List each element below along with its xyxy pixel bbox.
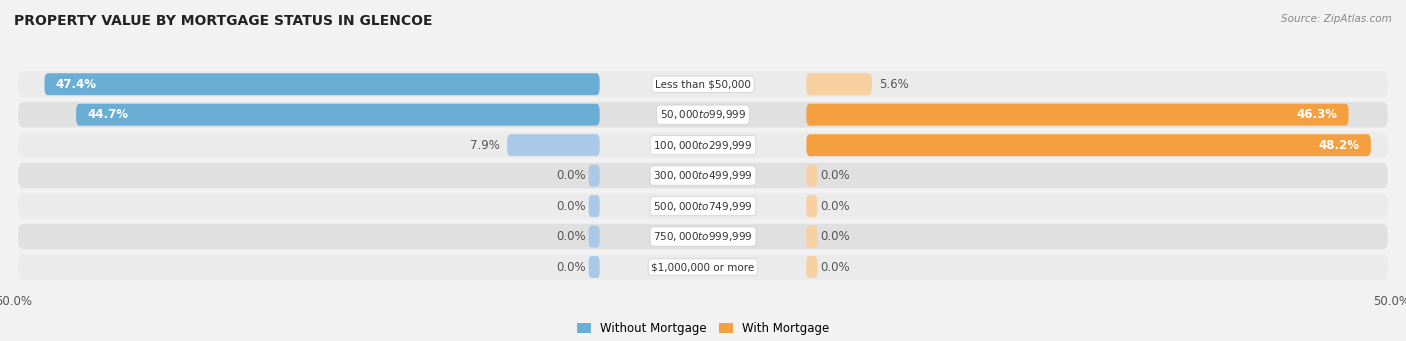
FancyBboxPatch shape: [18, 163, 1388, 189]
FancyBboxPatch shape: [807, 165, 817, 187]
FancyBboxPatch shape: [18, 102, 1388, 128]
Text: 0.0%: 0.0%: [557, 169, 586, 182]
FancyBboxPatch shape: [807, 104, 1348, 125]
FancyBboxPatch shape: [45, 73, 599, 95]
FancyBboxPatch shape: [18, 132, 1388, 158]
Text: PROPERTY VALUE BY MORTGAGE STATUS IN GLENCOE: PROPERTY VALUE BY MORTGAGE STATUS IN GLE…: [14, 14, 433, 28]
Text: 48.2%: 48.2%: [1319, 139, 1360, 152]
Text: $100,000 to $299,999: $100,000 to $299,999: [654, 139, 752, 152]
Text: 0.0%: 0.0%: [820, 261, 849, 273]
FancyBboxPatch shape: [589, 165, 599, 187]
FancyBboxPatch shape: [508, 134, 599, 156]
Text: 47.4%: 47.4%: [55, 78, 97, 91]
Text: 0.0%: 0.0%: [557, 199, 586, 212]
Text: 0.0%: 0.0%: [820, 199, 849, 212]
FancyBboxPatch shape: [807, 195, 817, 217]
Text: $750,000 to $999,999: $750,000 to $999,999: [654, 230, 752, 243]
Text: 0.0%: 0.0%: [557, 261, 586, 273]
FancyBboxPatch shape: [18, 224, 1388, 249]
Text: 0.0%: 0.0%: [820, 169, 849, 182]
Text: $500,000 to $749,999: $500,000 to $749,999: [654, 199, 752, 212]
FancyBboxPatch shape: [589, 226, 599, 248]
Text: $300,000 to $499,999: $300,000 to $499,999: [654, 169, 752, 182]
Text: 7.9%: 7.9%: [471, 139, 501, 152]
Text: 0.0%: 0.0%: [820, 230, 849, 243]
Text: $1,000,000 or more: $1,000,000 or more: [651, 262, 755, 272]
FancyBboxPatch shape: [807, 73, 872, 95]
FancyBboxPatch shape: [807, 256, 817, 278]
Legend: Without Mortgage, With Mortgage: Without Mortgage, With Mortgage: [572, 318, 834, 340]
FancyBboxPatch shape: [76, 104, 599, 125]
FancyBboxPatch shape: [589, 256, 599, 278]
FancyBboxPatch shape: [807, 226, 817, 248]
Text: 46.3%: 46.3%: [1296, 108, 1337, 121]
Text: 44.7%: 44.7%: [87, 108, 128, 121]
Text: Source: ZipAtlas.com: Source: ZipAtlas.com: [1281, 14, 1392, 24]
FancyBboxPatch shape: [807, 134, 1371, 156]
Text: 5.6%: 5.6%: [879, 78, 908, 91]
Text: 0.0%: 0.0%: [557, 230, 586, 243]
FancyBboxPatch shape: [18, 254, 1388, 280]
FancyBboxPatch shape: [18, 71, 1388, 97]
Text: $50,000 to $99,999: $50,000 to $99,999: [659, 108, 747, 121]
FancyBboxPatch shape: [18, 193, 1388, 219]
Text: Less than $50,000: Less than $50,000: [655, 79, 751, 89]
FancyBboxPatch shape: [589, 195, 599, 217]
